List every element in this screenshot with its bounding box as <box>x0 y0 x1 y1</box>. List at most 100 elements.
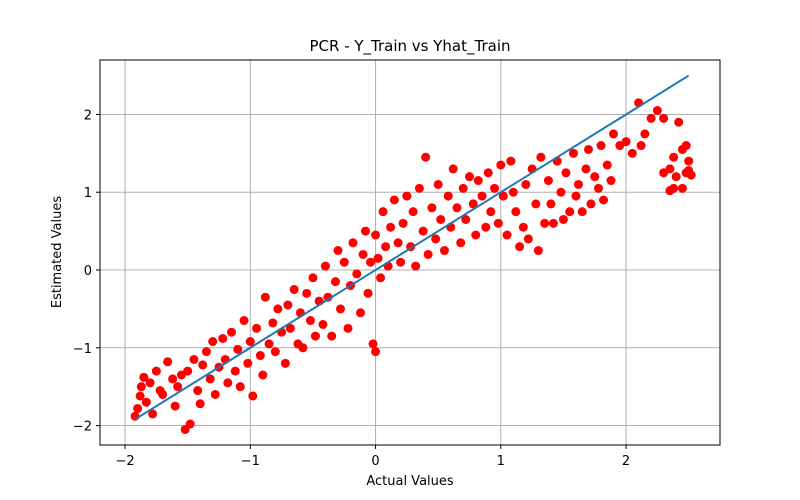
scatter-point <box>543 176 553 186</box>
scatter-point <box>502 230 512 240</box>
scatter-point <box>205 374 215 384</box>
scatter-point <box>436 214 446 224</box>
scatter-point <box>245 337 255 347</box>
scatter-point <box>421 152 431 162</box>
scatter-point <box>546 199 556 209</box>
scatter-point <box>433 179 443 189</box>
scatter-point <box>378 207 388 217</box>
scatter-point <box>168 374 178 384</box>
scatter-point <box>356 308 366 318</box>
scatter-point <box>173 382 183 392</box>
scatter-point <box>393 238 403 248</box>
x-tick-label: 2 <box>622 454 630 469</box>
scatter-point <box>468 199 478 209</box>
scatter-point <box>684 165 694 175</box>
scatter-point <box>452 203 462 213</box>
scatter-point <box>163 357 173 367</box>
scatter-point <box>195 399 205 409</box>
scatter-point <box>461 214 471 224</box>
scatter-point <box>418 226 428 236</box>
scatter-point <box>248 391 258 401</box>
scatter-point <box>368 339 378 349</box>
scatter-point <box>285 323 295 333</box>
scatter-point <box>310 331 320 341</box>
scatter-point <box>151 366 161 376</box>
scatter-point <box>308 273 318 283</box>
scatter-point <box>583 144 593 154</box>
scatter-point <box>398 218 408 228</box>
fit-line-layer <box>134 74 690 421</box>
scatter-point <box>333 246 343 256</box>
scatter-point <box>521 179 531 189</box>
scatter-point <box>298 343 308 353</box>
scatter-point <box>443 191 453 201</box>
scatter-point <box>411 261 421 271</box>
scatter-point <box>621 137 631 147</box>
scatter-point <box>671 172 681 182</box>
y-tick-label: −1 <box>73 342 92 357</box>
scatter-point <box>483 168 493 178</box>
scatter-point <box>606 176 616 186</box>
scatter-point <box>358 249 368 259</box>
scatter-point <box>366 257 376 267</box>
scatter-point <box>565 207 575 217</box>
chart-title: PCR - Y_Train vs Yhat_Train <box>309 37 510 56</box>
scatter-point <box>427 203 437 213</box>
scatter-point <box>230 366 240 376</box>
scatter-point <box>233 344 243 354</box>
scatter-point <box>471 230 481 240</box>
scatter-point <box>227 327 237 337</box>
scatter-point <box>498 191 508 201</box>
scatter-point <box>556 187 566 197</box>
scatter-point <box>684 156 694 166</box>
scatter-point <box>652 106 662 116</box>
scatter-point <box>136 382 146 392</box>
scatter-point <box>396 257 406 267</box>
scatter-point <box>363 288 373 298</box>
scatter-point <box>548 218 558 228</box>
scatter-point <box>511 207 521 217</box>
scatter-point <box>599 195 609 205</box>
scatter-point <box>302 288 312 298</box>
scatter-point <box>464 172 474 182</box>
scatter-point <box>239 316 249 326</box>
scatter-point <box>518 222 528 232</box>
scatter-point <box>402 191 412 201</box>
scatter-point <box>252 323 262 333</box>
scatter-point <box>594 183 604 193</box>
scatter-point <box>571 191 581 201</box>
scatter-point <box>373 253 383 263</box>
scatter-point <box>323 292 333 302</box>
scatter-point <box>270 347 280 357</box>
scatter-point <box>681 141 691 151</box>
scatter-point <box>210 389 220 399</box>
scatter-point <box>493 218 503 228</box>
scatter-point <box>235 382 245 392</box>
scatter-point <box>408 207 418 217</box>
scatter-point <box>330 277 340 287</box>
scatter-point <box>506 156 516 166</box>
scatter-point <box>198 360 208 370</box>
scatter-point <box>371 230 381 240</box>
axis-ticks: −2 −1 0 1 2 −2 −1 0 1 2 <box>73 108 630 469</box>
scatter-point <box>609 129 619 139</box>
scatter-point <box>268 318 278 328</box>
scatter-point <box>376 273 386 283</box>
scatter-point <box>273 304 283 314</box>
scatter-point <box>669 152 679 162</box>
scatter-point <box>456 238 466 248</box>
scatter-point <box>352 269 362 279</box>
scatter-point <box>596 141 606 151</box>
scatter-point <box>496 160 506 170</box>
x-tick-label: 0 <box>371 454 379 469</box>
scatter-point <box>283 300 293 310</box>
scatter-point <box>158 389 168 399</box>
scatter-point <box>659 168 669 178</box>
scatter-point <box>223 378 233 388</box>
y-tick-label: 0 <box>84 264 92 279</box>
scatter-point <box>264 339 274 349</box>
scatter-point <box>423 249 433 259</box>
scatter-point <box>540 218 550 228</box>
scatter-point <box>208 337 218 347</box>
